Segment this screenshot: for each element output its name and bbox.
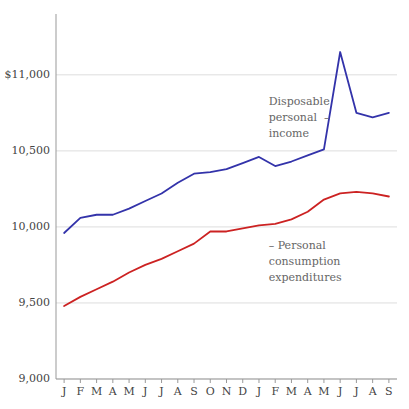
x-tick: [242, 379, 243, 383]
y-tick-label: 9,500: [19, 296, 51, 309]
y-tick-label: 10,500: [12, 144, 51, 157]
x-tick: [226, 379, 227, 383]
x-tick-label: M: [318, 385, 329, 398]
x-tick: [96, 379, 97, 383]
y-grid: [56, 75, 397, 379]
x-tick-label: J: [142, 385, 147, 398]
x-tick: [258, 379, 259, 383]
series-line: [64, 192, 389, 306]
x-tick: [307, 379, 308, 383]
x-tick: [129, 379, 130, 383]
x-tick-label: J: [61, 385, 66, 398]
x-tick-label: S: [190, 385, 198, 398]
x-tick: [291, 379, 292, 383]
x-tick-label: M: [91, 385, 102, 398]
annotation: – Personal: [269, 239, 327, 252]
y-tick-label: 10,000: [12, 220, 51, 233]
y-tick-label: 9,000: [19, 372, 51, 385]
x-tick: [112, 379, 113, 383]
x-tick: [275, 379, 276, 383]
chart: 9,0009,50010,00010,500$11,000JFMAMJJASON…: [0, 0, 409, 409]
x-tick: [388, 379, 389, 383]
x-tick: [340, 379, 341, 383]
x-tick-label: F: [271, 385, 279, 398]
x-tick: [323, 379, 324, 383]
x-tick-label: A: [368, 385, 378, 398]
x-tick-label: F: [77, 385, 85, 398]
x-tick-label: O: [206, 385, 215, 398]
x-tick-label: J: [353, 385, 358, 398]
x-tick: [161, 379, 162, 383]
x-tick: [64, 379, 65, 383]
x-tick-label: M: [123, 385, 134, 398]
annotation: consumption: [269, 255, 341, 268]
x-tick-label: M: [286, 385, 297, 398]
series-line: [64, 52, 389, 233]
grid-line: [56, 226, 397, 227]
x-tick: [194, 379, 195, 383]
x-tick-label: J: [256, 385, 261, 398]
x-tick-label: D: [238, 385, 247, 398]
annotation: personal –: [269, 111, 330, 124]
annotation: Disposable: [269, 95, 330, 108]
x-tick-label: A: [108, 385, 118, 398]
x-tick-label: N: [222, 385, 232, 398]
y-tick-label: $11,000: [5, 68, 51, 81]
x-tick-label: A: [303, 385, 313, 398]
x-tick: [356, 379, 357, 383]
x-tick-label: A: [173, 385, 183, 398]
x-tick: [210, 379, 211, 383]
x-tick: [145, 379, 146, 383]
grid-line: [56, 150, 397, 151]
x-tick-label: J: [158, 385, 163, 398]
lines: [64, 52, 389, 306]
x-tick: [177, 379, 178, 383]
x-tick: [372, 379, 373, 383]
y-axis-line: [56, 14, 57, 379]
x-tick-label: J: [337, 385, 342, 398]
annotation: expenditures: [269, 271, 342, 284]
x-tick-label: S: [385, 385, 393, 398]
x-tick: [80, 379, 81, 383]
grid-line: [56, 302, 397, 303]
annotation: income: [269, 127, 309, 140]
